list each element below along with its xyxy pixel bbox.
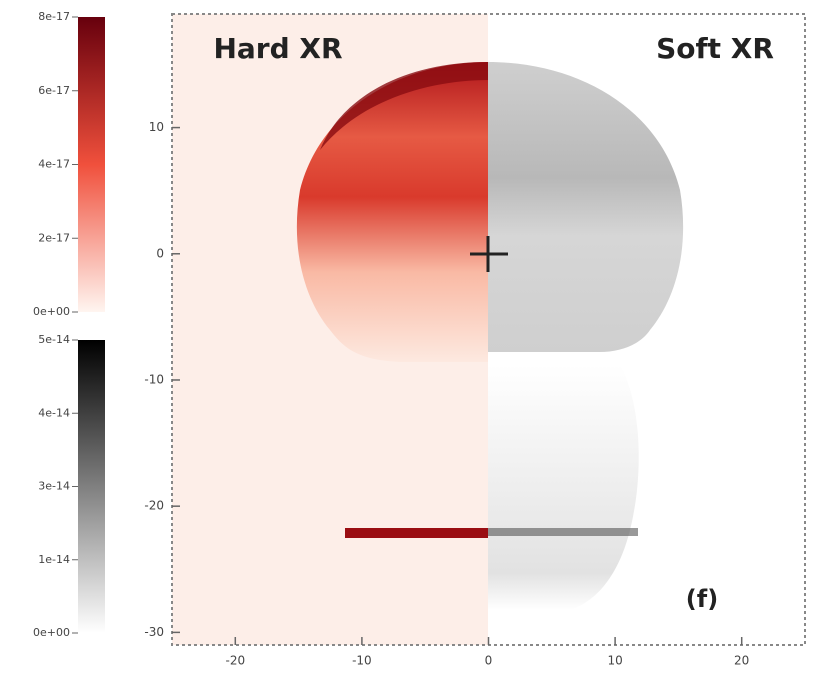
colorbar-tick-label: 0e+00 bbox=[33, 305, 70, 318]
colorbar-tick-label: 8e-17 bbox=[38, 10, 70, 23]
annotation: Soft XR bbox=[656, 32, 774, 65]
hard-rim bbox=[320, 62, 488, 150]
annotation: (f) bbox=[686, 585, 718, 613]
annotation: Hard XR bbox=[213, 32, 342, 65]
y-tick-label: 0 bbox=[156, 246, 164, 260]
x-tick-label: 10 bbox=[607, 654, 622, 668]
colorbar-tick-label: 4e-14 bbox=[38, 406, 70, 419]
colorbar-tick-label: 6e-17 bbox=[38, 84, 70, 97]
x-tick-label: 0 bbox=[485, 654, 493, 668]
colorbar-tick-label: 1e-14 bbox=[38, 553, 70, 566]
colorbar-tick-label: 2e-17 bbox=[38, 231, 70, 244]
plot-image bbox=[171, 13, 806, 646]
soft-dome bbox=[488, 62, 684, 352]
colorbar-red bbox=[78, 17, 105, 312]
hard-dome bbox=[296, 62, 488, 362]
colorbar-tick-label: 5e-14 bbox=[38, 333, 70, 346]
x-tick-label: -10 bbox=[352, 654, 372, 668]
colorbar-tick-label: 0e+00 bbox=[33, 626, 70, 639]
y-tick-label: -10 bbox=[144, 372, 164, 386]
y-tick-label: -30 bbox=[144, 625, 164, 639]
colorbar-gray bbox=[78, 340, 105, 633]
y-tick-label: -20 bbox=[144, 499, 164, 513]
colorbar-tick-label: 4e-17 bbox=[38, 158, 70, 171]
x-tick-label: 20 bbox=[734, 654, 749, 668]
soft-streak bbox=[488, 528, 638, 536]
colorbar-tick-label: 3e-14 bbox=[38, 480, 70, 493]
x-tick-label: -20 bbox=[225, 654, 245, 668]
hard-streak bbox=[345, 528, 488, 538]
soft-lower bbox=[488, 365, 639, 610]
center-cross bbox=[470, 236, 508, 272]
y-tick-label: 10 bbox=[149, 120, 164, 134]
